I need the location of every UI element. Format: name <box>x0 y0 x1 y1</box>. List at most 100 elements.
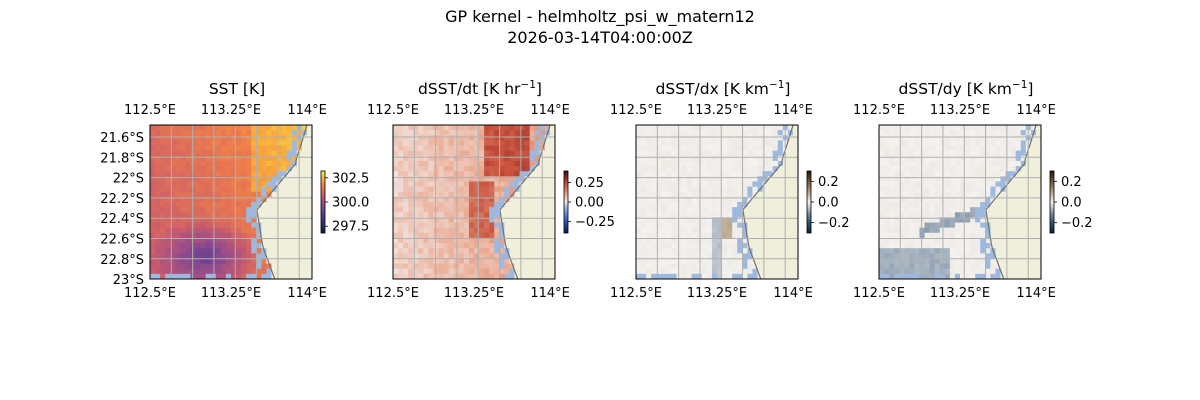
heatmap-cell <box>403 155 409 162</box>
heatmap-cell <box>150 145 156 152</box>
heatmap-cell <box>231 135 237 141</box>
heatmap-cell <box>711 243 718 249</box>
heatmap-cell <box>995 212 1002 218</box>
heatmap-cell <box>995 181 1002 188</box>
heatmap-cell <box>686 222 693 229</box>
heatmap-cell <box>428 202 435 208</box>
heatmap-cell <box>509 181 516 188</box>
heatmap-cell <box>1015 248 1022 254</box>
heatmap-cell <box>474 263 480 270</box>
heatmap-cell <box>438 212 445 218</box>
heatmap-cell <box>656 232 662 239</box>
heatmap-cell <box>231 248 237 254</box>
heatmap-cell <box>271 140 278 147</box>
heatmap-cell <box>165 263 171 270</box>
heatmap-cell <box>944 243 951 249</box>
heatmap-cell <box>1015 176 1022 183</box>
heatmap-cell <box>499 181 505 188</box>
heatmap-cell <box>787 222 794 229</box>
heatmap-cell <box>150 125 156 131</box>
heatmap-cell <box>463 222 470 229</box>
heatmap-cell <box>205 227 212 234</box>
heatmap-cell <box>636 253 642 260</box>
heatmap-cell <box>479 186 485 193</box>
heatmap-cell <box>747 186 754 193</box>
heatmap-cell <box>494 222 500 229</box>
heatmap-cell <box>190 181 197 188</box>
heatmap-cell <box>418 135 424 141</box>
heatmap-cell <box>185 176 192 183</box>
heatmap-cell <box>676 268 683 275</box>
heatmap-cell <box>671 243 678 249</box>
heatmap-cell <box>722 191 728 198</box>
panel-title-sup: −1 <box>769 79 784 91</box>
heatmap-cell <box>170 258 176 265</box>
heatmap-cell <box>205 232 212 239</box>
heatmap-cell <box>448 222 455 229</box>
heatmap-cell <box>1005 253 1012 260</box>
heatmap-cell <box>929 176 936 183</box>
heatmap-cell <box>717 166 723 172</box>
heatmap-cell <box>544 181 551 188</box>
heatmap-cell <box>408 150 414 157</box>
heatmap-cell <box>944 273 951 279</box>
heatmap-cell <box>656 273 662 279</box>
heatmap-cell <box>231 232 237 239</box>
heatmap-cell <box>220 243 227 249</box>
heatmap-cell <box>990 155 997 162</box>
heatmap-cell <box>428 191 435 198</box>
heatmap-cell <box>150 150 156 157</box>
heatmap-cell <box>727 217 733 224</box>
heatmap-cell <box>894 140 900 147</box>
heatmap-cell <box>291 268 298 275</box>
heatmap-cell <box>1020 232 1027 239</box>
heatmap-cell <box>150 232 156 239</box>
heatmap-cell <box>1035 150 1041 157</box>
heatmap-cell <box>428 160 435 167</box>
heatmap-cell <box>524 268 531 275</box>
heatmap-cell <box>975 253 981 260</box>
heatmap-cell <box>403 145 409 152</box>
heatmap-cell <box>499 145 505 152</box>
heatmap-cell <box>651 145 657 152</box>
heatmap-cell <box>190 263 197 270</box>
heatmap-cell <box>276 171 283 177</box>
heatmap-cell <box>995 237 1002 244</box>
heatmap-cell <box>150 243 156 249</box>
heatmap-cell <box>155 186 161 193</box>
heatmap-cell <box>504 176 511 183</box>
heatmap-cell <box>286 135 293 141</box>
heatmap-cell <box>479 222 485 229</box>
heatmap-cell <box>980 273 986 279</box>
heatmap-cell <box>549 212 555 218</box>
heatmap-cell <box>757 222 764 229</box>
heatmap-cell <box>276 207 283 213</box>
heatmap-cell <box>792 191 798 198</box>
heatmap-cell <box>519 222 526 229</box>
heatmap-cell <box>418 176 424 183</box>
panel-title: SST [K] <box>209 80 265 98</box>
heatmap-cell <box>494 181 500 188</box>
heatmap-cell <box>706 237 713 244</box>
heatmap-cell <box>884 186 890 193</box>
heatmap-cell <box>190 227 197 234</box>
heatmap-cell <box>438 140 445 147</box>
heatmap-cell <box>681 263 688 270</box>
heatmap-cell <box>443 232 450 239</box>
heatmap-cell <box>944 160 951 167</box>
heatmap-cell <box>448 227 455 234</box>
heatmap-cell <box>904 248 910 254</box>
heatmap-cell <box>772 243 779 249</box>
heatmap-cell <box>737 207 743 213</box>
heatmap-cell <box>929 248 936 254</box>
heatmap-cell <box>524 176 531 183</box>
heatmap-cell <box>691 212 698 218</box>
heatmap-cell <box>701 227 708 234</box>
heatmap-cell <box>534 145 541 152</box>
heatmap-cell <box>1020 227 1027 234</box>
heatmap-cell <box>185 232 192 239</box>
heatmap-cell <box>884 166 890 172</box>
heatmap-cell <box>150 212 156 218</box>
heatmap-cell <box>220 166 227 172</box>
heatmap-cell <box>544 273 551 279</box>
